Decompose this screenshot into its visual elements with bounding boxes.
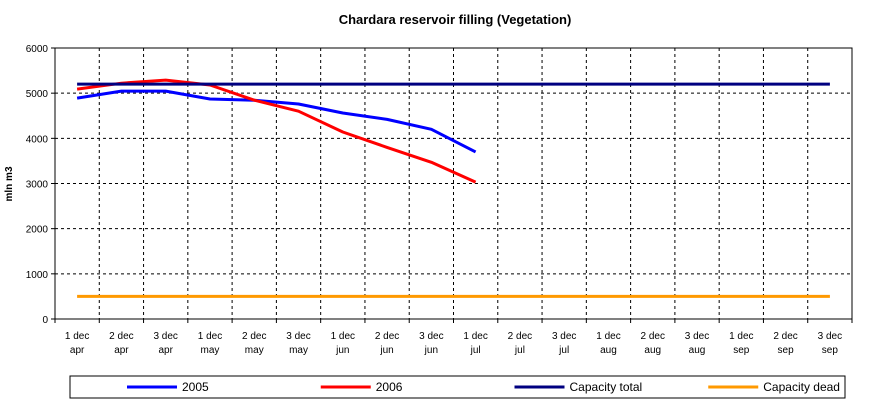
y-tick-label: 6000 — [26, 44, 49, 55]
x-tick-label-line: 3 dec — [552, 331, 576, 342]
x-tick-label: 1 dec jun — [331, 331, 355, 356]
x-tick-label-line: 2 dec — [773, 331, 797, 342]
x-tick-label-line: aug — [600, 345, 617, 356]
x-tick-label: 3 dec jul — [552, 331, 576, 356]
x-tick-label-line: 3 dec — [153, 331, 177, 342]
x-tick-label: 2 dec sep — [773, 331, 797, 356]
x-tick-label-line: jun — [379, 345, 393, 356]
y-tick-label: 4000 — [26, 134, 49, 145]
x-tick-label: 1 dec may — [198, 331, 222, 356]
x-tick-label-line: jul — [558, 345, 569, 356]
x-tick-label: 3 dec apr — [153, 331, 177, 356]
x-tick-label: 2 dec apr — [109, 331, 133, 356]
x-tick-label-line: 2 dec — [242, 331, 266, 342]
legend-label: Capacity total — [570, 380, 643, 394]
x-tick-label: 3 dec aug — [685, 331, 709, 356]
x-tick-label: 2 dec aug — [641, 331, 665, 356]
legend-label: 2006 — [376, 380, 403, 394]
y-tick-label: 0 — [42, 315, 48, 326]
series-line — [76, 89, 477, 154]
x-tick-label-line: sep — [822, 345, 839, 356]
series-line — [76, 78, 477, 184]
x-tick-label-line: may — [245, 345, 264, 356]
x-tick-label: 1 dec aug — [596, 331, 620, 356]
x-tick-label: 2 dec jul — [508, 331, 532, 356]
x-tick-label-line: may — [289, 345, 308, 356]
x-tick-label-line: 1 dec — [65, 331, 89, 342]
x-tick-label-line: jun — [424, 345, 438, 356]
x-tick-label-line: 2 dec — [508, 331, 532, 342]
x-tick-label-line: apr — [158, 345, 173, 356]
x-tick-label-line: 1 dec — [729, 331, 753, 342]
legend-label: 2005 — [182, 380, 209, 394]
x-tick-label-line: jul — [514, 345, 525, 356]
y-tick-label: 3000 — [26, 180, 49, 191]
x-tick-label-line: 3 dec — [419, 331, 443, 342]
plot-border — [54, 47, 853, 320]
legend-box — [69, 375, 846, 399]
x-tick-label-line: may — [201, 345, 220, 356]
x-tick-label-line: 1 dec — [331, 331, 355, 342]
x-tick-label: 1 dec jul — [463, 331, 487, 356]
x-tick-label-line: 1 dec — [596, 331, 620, 342]
x-tick-label-line: 2 dec — [109, 331, 133, 342]
x-tick-label: 1 dec apr — [65, 331, 89, 356]
x-tick-label: 2 dec jun — [375, 331, 399, 356]
x-tick-label-line: aug — [689, 345, 706, 356]
x-tick-label-line: apr — [70, 345, 85, 356]
y-tick-label: 5000 — [26, 89, 49, 100]
x-tick-label-line: sep — [778, 345, 795, 356]
x-tick-label: 3 dec may — [286, 331, 310, 356]
x-tick-label-line: 1 dec — [463, 331, 487, 342]
x-tick-label: 3 dec jun — [419, 331, 443, 356]
x-tick-label-line: jul — [470, 345, 481, 356]
x-tick-label-line: 3 dec — [685, 331, 709, 342]
x-tick-label-line: sep — [733, 345, 750, 356]
x-tick-label-line: 2 dec — [641, 331, 665, 342]
y-tick-label: 2000 — [26, 225, 49, 236]
chart-title: Chardara reservoir filling (Vegetation) — [339, 12, 572, 27]
x-tick-label-line: 1 dec — [198, 331, 222, 342]
x-tick-label-line: jun — [335, 345, 349, 356]
x-tick-label-line: 3 dec — [818, 331, 842, 342]
x-tick-label-line: 2 dec — [375, 331, 399, 342]
y-tick-label: 1000 — [26, 270, 49, 281]
x-tick-label-line: apr — [114, 345, 129, 356]
x-tick-label-line: 3 dec — [286, 331, 310, 342]
legend-label: Capacity dead — [763, 380, 840, 394]
x-tick-label: 1 dec sep — [729, 331, 753, 356]
x-tick-label: 3 dec sep — [818, 331, 842, 356]
x-tick-label-line: aug — [644, 345, 661, 356]
x-tick-label: 2 dec may — [242, 331, 266, 356]
y-axis-label: mln m3 — [4, 166, 15, 201]
